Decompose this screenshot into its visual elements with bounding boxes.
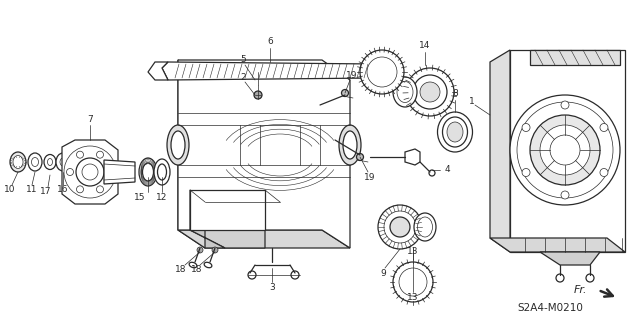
- Ellipse shape: [56, 153, 70, 171]
- Ellipse shape: [437, 112, 472, 152]
- Text: 12: 12: [156, 193, 168, 202]
- Polygon shape: [510, 50, 625, 252]
- Text: 9: 9: [380, 268, 386, 277]
- Circle shape: [522, 169, 530, 177]
- Circle shape: [291, 271, 299, 279]
- Ellipse shape: [447, 122, 463, 142]
- Text: 16: 16: [57, 186, 69, 195]
- Text: 11: 11: [26, 186, 38, 195]
- Ellipse shape: [13, 156, 23, 169]
- Text: 1: 1: [469, 98, 475, 107]
- Ellipse shape: [10, 152, 26, 172]
- Circle shape: [254, 91, 262, 99]
- Text: 7: 7: [87, 116, 93, 124]
- Polygon shape: [162, 62, 378, 80]
- Text: 3: 3: [269, 284, 275, 292]
- Circle shape: [600, 169, 608, 177]
- Circle shape: [420, 82, 440, 102]
- Circle shape: [561, 101, 569, 109]
- Circle shape: [406, 68, 454, 116]
- Circle shape: [429, 170, 435, 176]
- Circle shape: [357, 154, 364, 161]
- Ellipse shape: [139, 158, 157, 186]
- Text: 5: 5: [240, 55, 246, 65]
- Text: Fr.: Fr.: [573, 285, 587, 295]
- Polygon shape: [490, 238, 625, 252]
- Polygon shape: [530, 50, 620, 65]
- Text: 4: 4: [444, 165, 450, 174]
- Text: 10: 10: [4, 186, 16, 195]
- Text: 19: 19: [346, 70, 358, 79]
- Polygon shape: [178, 60, 205, 248]
- Circle shape: [510, 95, 620, 205]
- Ellipse shape: [343, 131, 357, 159]
- Circle shape: [586, 274, 594, 282]
- Circle shape: [390, 217, 410, 237]
- Text: 18: 18: [192, 266, 203, 275]
- Text: 14: 14: [420, 42, 431, 51]
- Polygon shape: [104, 160, 135, 184]
- Text: 18: 18: [175, 266, 186, 275]
- Text: S2A4-M0210: S2A4-M0210: [517, 303, 583, 313]
- Circle shape: [212, 247, 218, 253]
- Polygon shape: [190, 230, 265, 248]
- Circle shape: [540, 125, 590, 175]
- Polygon shape: [540, 252, 600, 265]
- Polygon shape: [178, 230, 350, 248]
- Circle shape: [530, 115, 600, 185]
- Circle shape: [561, 191, 569, 199]
- Polygon shape: [148, 62, 168, 80]
- Polygon shape: [405, 149, 420, 165]
- Circle shape: [341, 90, 348, 97]
- Text: 2: 2: [240, 73, 246, 82]
- Ellipse shape: [189, 262, 197, 268]
- Ellipse shape: [60, 158, 66, 166]
- Ellipse shape: [47, 158, 52, 165]
- Ellipse shape: [32, 157, 38, 166]
- Circle shape: [522, 124, 530, 132]
- Circle shape: [556, 274, 564, 282]
- Text: 8: 8: [452, 90, 458, 99]
- Polygon shape: [190, 190, 225, 248]
- Ellipse shape: [167, 125, 189, 165]
- Circle shape: [360, 50, 404, 94]
- Polygon shape: [62, 140, 118, 204]
- Ellipse shape: [414, 213, 436, 241]
- Circle shape: [393, 262, 433, 302]
- Ellipse shape: [44, 155, 56, 170]
- Polygon shape: [490, 50, 510, 252]
- Polygon shape: [190, 190, 265, 230]
- Circle shape: [378, 205, 422, 249]
- Text: 6: 6: [267, 37, 273, 46]
- Circle shape: [248, 271, 256, 279]
- Ellipse shape: [204, 262, 212, 268]
- Ellipse shape: [28, 153, 42, 171]
- Ellipse shape: [171, 131, 185, 159]
- Polygon shape: [178, 60, 350, 248]
- Circle shape: [600, 124, 608, 132]
- Text: 13: 13: [407, 247, 419, 257]
- Text: 15: 15: [134, 194, 146, 203]
- Ellipse shape: [158, 164, 166, 180]
- Ellipse shape: [393, 77, 417, 107]
- Circle shape: [197, 247, 203, 253]
- Text: 17: 17: [40, 188, 52, 196]
- Ellipse shape: [339, 125, 361, 165]
- Ellipse shape: [154, 159, 170, 185]
- Ellipse shape: [142, 163, 154, 181]
- Text: 13: 13: [407, 293, 419, 302]
- Text: 19: 19: [364, 172, 375, 181]
